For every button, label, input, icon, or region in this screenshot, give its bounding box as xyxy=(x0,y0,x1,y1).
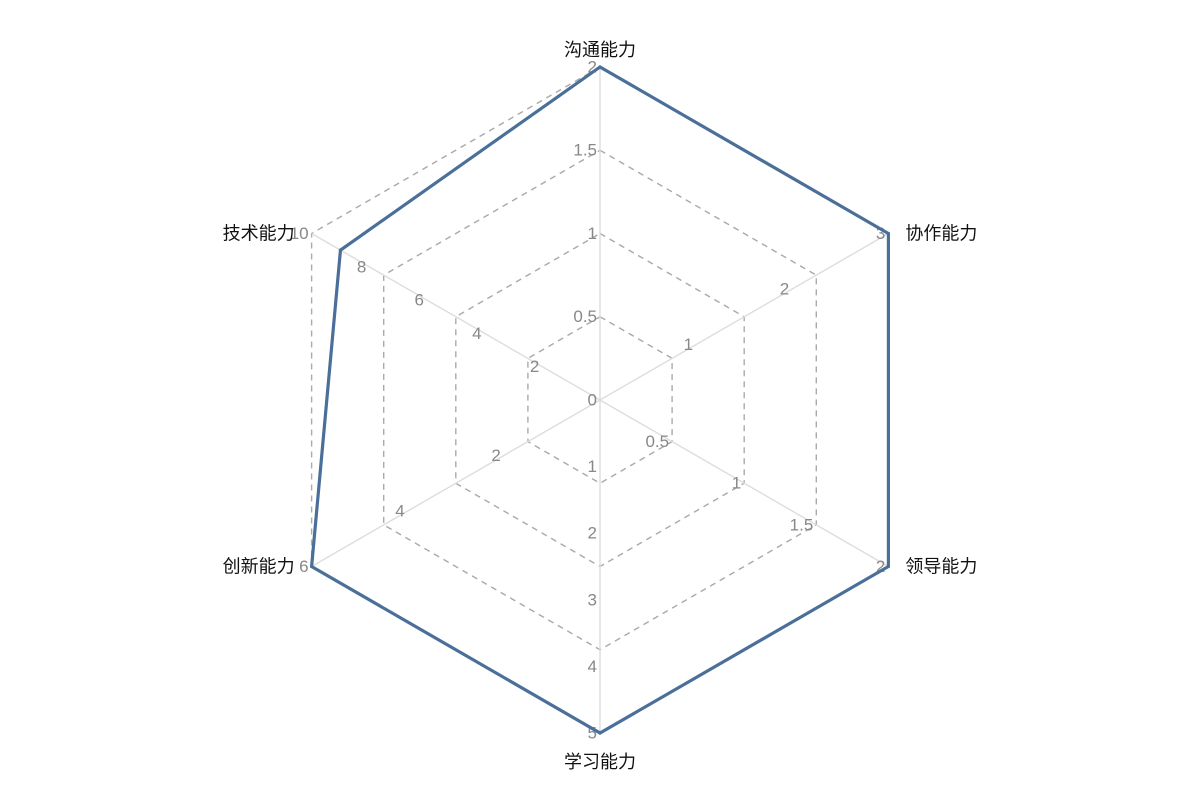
axis-name: 领导能力 xyxy=(905,557,977,578)
tick-label: 1 xyxy=(684,335,693,354)
series-point xyxy=(310,564,314,569)
tick-label: 4 xyxy=(588,657,597,676)
series-point xyxy=(598,731,602,735)
tick-label: 0 xyxy=(588,390,597,409)
series-layer xyxy=(309,65,890,735)
tick-label: 2 xyxy=(491,446,500,465)
axis-name: 学习能力 xyxy=(564,752,636,773)
tick-label: 0.5 xyxy=(645,432,669,451)
tick-label: 1.5 xyxy=(573,141,597,160)
tick-label: 2 xyxy=(530,357,539,376)
tick-label: 8 xyxy=(357,257,366,276)
tick-label: 10 xyxy=(290,224,309,243)
tick-label: 6 xyxy=(414,291,423,310)
tick-labels-layer: 0 0.5 1 1.5 2 1 2 3 0.5 1 1.5 2 1 2 3 4 5 2 4 6 2 4 6 8 10 xyxy=(290,57,886,742)
tick-label: 6 xyxy=(299,557,308,576)
axis-name: 协作能力 xyxy=(905,224,977,245)
tick-label: 1.5 xyxy=(790,515,814,534)
series-point xyxy=(886,564,890,569)
tick-label: 4 xyxy=(395,501,404,520)
axis-spokes-layer xyxy=(311,67,889,733)
tick-label: 1 xyxy=(588,457,597,476)
tick-label: 2 xyxy=(780,279,789,298)
tick-label: 3 xyxy=(588,590,597,609)
tick-label: 3 xyxy=(876,224,885,243)
axis-name: 沟通能力 xyxy=(564,40,636,61)
series-point xyxy=(886,231,890,236)
tick-label: 5 xyxy=(588,723,597,742)
tick-label: 2 xyxy=(588,57,597,76)
series-point xyxy=(598,65,602,69)
tick-label: 2 xyxy=(876,557,885,576)
tick-label: 0.5 xyxy=(573,307,597,326)
axis-spoke-2 xyxy=(599,232,889,401)
axis-spoke-3 xyxy=(599,399,889,568)
axis-name: 技术能力 xyxy=(223,224,295,245)
axis-spoke-6 xyxy=(311,232,601,401)
series-point xyxy=(338,248,343,252)
tick-label: 4 xyxy=(472,324,481,343)
tick-label: 1 xyxy=(588,224,597,243)
axis-spoke-5 xyxy=(311,399,601,568)
tick-label: 2 xyxy=(588,524,597,543)
tick-label: 1 xyxy=(732,474,741,493)
axis-name: 创新能力 xyxy=(223,557,295,578)
